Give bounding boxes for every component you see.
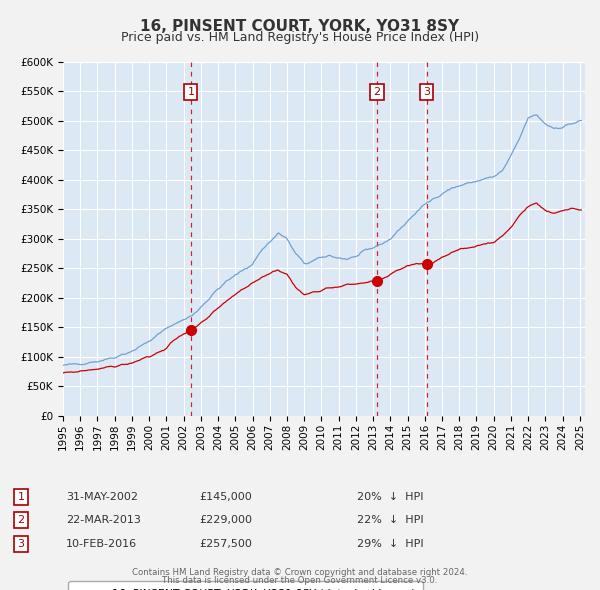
Text: Price paid vs. HM Land Registry's House Price Index (HPI): Price paid vs. HM Land Registry's House … bbox=[121, 31, 479, 44]
Text: 22-MAR-2013: 22-MAR-2013 bbox=[66, 516, 141, 525]
Text: 2: 2 bbox=[373, 87, 380, 97]
Text: 1: 1 bbox=[17, 492, 25, 502]
Text: 3: 3 bbox=[17, 539, 25, 549]
Text: 16, PINSENT COURT, YORK, YO31 8SY: 16, PINSENT COURT, YORK, YO31 8SY bbox=[140, 19, 460, 34]
Text: Contains HM Land Registry data © Crown copyright and database right 2024.: Contains HM Land Registry data © Crown c… bbox=[132, 568, 468, 577]
Legend: 16, PINSENT COURT, YORK, YO31 8SY (detached house), HPI: Average price, detached: 16, PINSENT COURT, YORK, YO31 8SY (detac… bbox=[68, 581, 423, 590]
Text: £229,000: £229,000 bbox=[199, 516, 252, 525]
Text: 31-MAY-2002: 31-MAY-2002 bbox=[66, 492, 138, 502]
Text: £257,500: £257,500 bbox=[199, 539, 252, 549]
Text: 29%  ↓  HPI: 29% ↓ HPI bbox=[357, 539, 424, 549]
Text: £145,000: £145,000 bbox=[199, 492, 252, 502]
Text: 2: 2 bbox=[17, 516, 25, 525]
Text: 1: 1 bbox=[187, 87, 194, 97]
Text: This data is licensed under the Open Government Licence v3.0.: This data is licensed under the Open Gov… bbox=[163, 576, 437, 585]
Text: 22%  ↓  HPI: 22% ↓ HPI bbox=[357, 516, 424, 525]
Text: 20%  ↓  HPI: 20% ↓ HPI bbox=[357, 492, 424, 502]
Text: 10-FEB-2016: 10-FEB-2016 bbox=[66, 539, 137, 549]
Text: 3: 3 bbox=[424, 87, 430, 97]
